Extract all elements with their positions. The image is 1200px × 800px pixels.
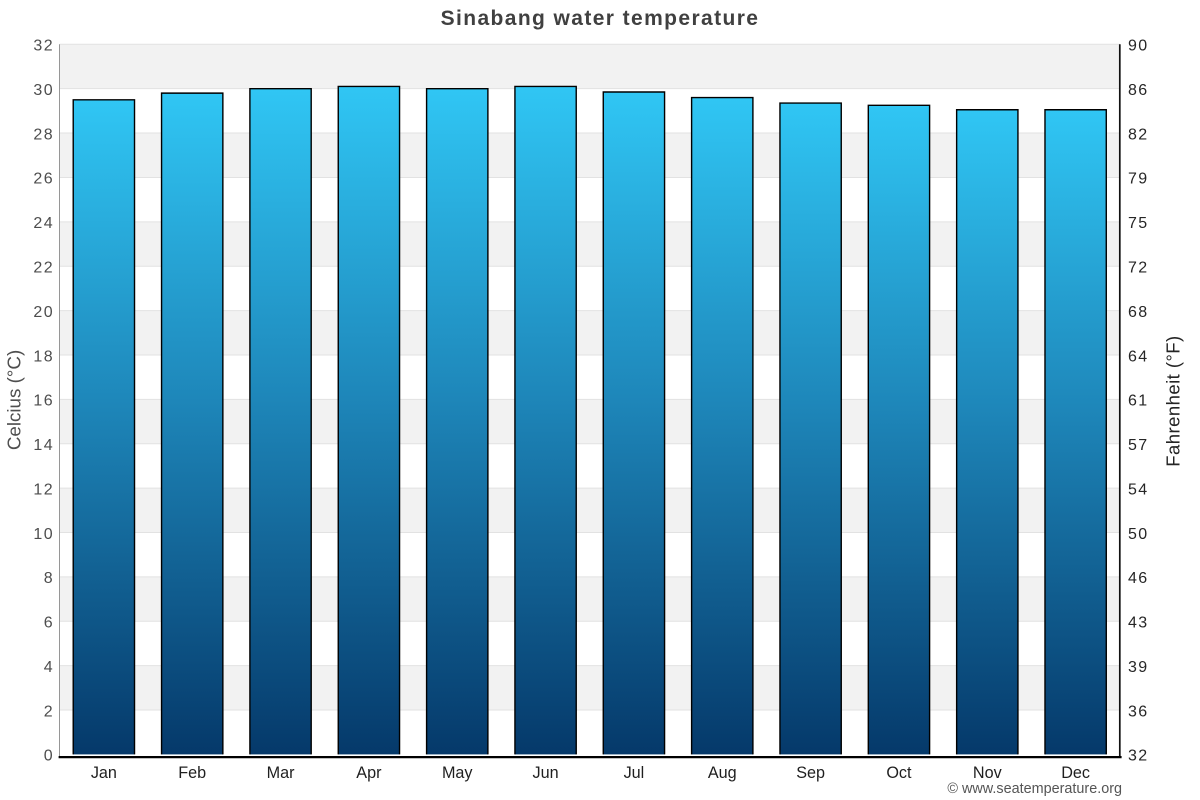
svg-text:68: 68: [1128, 304, 1149, 321]
svg-text:20: 20: [33, 304, 54, 321]
svg-text:28: 28: [33, 126, 54, 143]
svg-text:22: 22: [33, 260, 54, 277]
svg-text:Jan: Jan: [91, 764, 117, 782]
svg-text:39: 39: [1128, 659, 1149, 676]
svg-text:36: 36: [1128, 703, 1149, 720]
svg-text:10: 10: [33, 526, 54, 543]
svg-text:Sinabang water temperature: Sinabang water temperature: [441, 7, 760, 30]
svg-text:Dec: Dec: [1061, 764, 1090, 782]
svg-text:Sep: Sep: [796, 764, 825, 782]
svg-text:30: 30: [33, 82, 54, 99]
svg-text:4: 4: [44, 659, 54, 676]
svg-text:Celcius (°C): Celcius (°C): [4, 350, 25, 450]
svg-text:16: 16: [33, 393, 54, 410]
svg-text:75: 75: [1128, 215, 1149, 232]
svg-text:May: May: [442, 764, 473, 782]
svg-text:© www.seatemperature.org: © www.seatemperature.org: [947, 781, 1122, 797]
svg-text:46: 46: [1128, 570, 1149, 587]
svg-text:Fahrenheit (°F): Fahrenheit (°F): [1162, 335, 1183, 466]
svg-text:8: 8: [44, 570, 54, 587]
svg-text:12: 12: [33, 481, 54, 498]
svg-text:32: 32: [33, 38, 54, 55]
svg-text:Feb: Feb: [178, 764, 206, 782]
svg-text:86: 86: [1128, 82, 1149, 99]
svg-text:Aug: Aug: [708, 764, 737, 782]
svg-text:50: 50: [1128, 526, 1149, 543]
svg-text:Oct: Oct: [886, 764, 912, 782]
svg-text:0: 0: [44, 748, 54, 765]
svg-text:54: 54: [1128, 481, 1149, 498]
svg-text:72: 72: [1128, 260, 1149, 277]
svg-text:32: 32: [1128, 748, 1149, 765]
svg-text:Jun: Jun: [533, 764, 559, 782]
svg-text:Mar: Mar: [267, 764, 295, 782]
svg-text:43: 43: [1128, 615, 1149, 632]
svg-text:61: 61: [1128, 393, 1149, 410]
svg-text:14: 14: [33, 437, 54, 454]
svg-text:Nov: Nov: [973, 764, 1003, 782]
svg-text:26: 26: [33, 171, 54, 188]
svg-text:18: 18: [33, 348, 54, 365]
svg-text:90: 90: [1128, 38, 1149, 55]
svg-text:24: 24: [33, 215, 54, 232]
svg-text:64: 64: [1128, 348, 1149, 365]
svg-text:79: 79: [1128, 171, 1149, 188]
svg-text:Jul: Jul: [624, 764, 645, 782]
svg-text:2: 2: [44, 703, 54, 720]
svg-text:6: 6: [44, 615, 54, 632]
svg-text:Apr: Apr: [356, 764, 382, 782]
svg-text:57: 57: [1128, 437, 1149, 454]
svg-text:82: 82: [1128, 126, 1149, 143]
